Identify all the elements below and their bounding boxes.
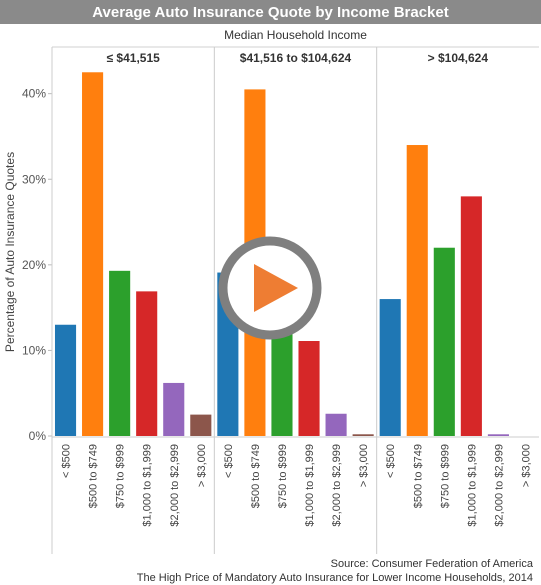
play-icon	[254, 264, 298, 312]
x-tick-label: $750 to $999	[439, 444, 451, 508]
bar	[298, 341, 320, 436]
bar	[163, 382, 185, 436]
y-tick-label: 10%	[22, 343, 46, 357]
x-tick-label: > $3,000	[520, 444, 532, 487]
x-tick-label: > $3,000	[358, 444, 370, 487]
x-tick-label: > $3,000	[196, 444, 208, 487]
source-note: Source: Consumer Federation of America T…	[137, 557, 533, 585]
y-tick-label: 30%	[22, 172, 46, 186]
header-label: Median Household Income	[224, 28, 367, 42]
x-tick-label: < $500	[223, 444, 235, 478]
chart-title: Average Auto Insurance Quote by Income B…	[0, 0, 541, 24]
x-tick-label: < $500	[385, 444, 397, 478]
bar	[406, 145, 428, 436]
source-line-1: Source: Consumer Federation of America	[330, 558, 533, 570]
panel-label: $41,516 to $104,624	[240, 51, 352, 65]
source-line-2: The High Price of Mandatory Auto Insuran…	[136, 572, 533, 584]
bar	[136, 291, 158, 436]
x-tick-label: < $500	[61, 444, 73, 478]
bar	[54, 324, 77, 436]
bar	[487, 434, 509, 436]
x-tick-label: $2,000 to $2,999	[493, 444, 505, 527]
x-tick-label: $1,000 to $1,999	[142, 444, 154, 527]
x-tick-label: $2,000 to $2,999	[169, 444, 181, 527]
bar	[109, 270, 131, 436]
y-axis-label: Percentage of Auto Insurance Quotes	[3, 152, 17, 352]
y-tick-label: 40%	[22, 87, 46, 101]
x-tick-label: $500 to $749	[412, 444, 424, 508]
x-tick-label: $500 to $749	[88, 444, 100, 508]
bar	[325, 413, 347, 436]
x-tick-label: $750 to $999	[115, 444, 127, 508]
x-tick-label: $500 to $749	[250, 444, 262, 508]
bar	[433, 247, 455, 436]
panel-label: > $104,624	[428, 51, 489, 65]
bar	[82, 72, 104, 437]
x-tick-label: $1,000 to $1,999	[466, 444, 478, 527]
chart-canvas: Median Household Income Percentage of Aut…	[3, 28, 539, 554]
panel-label: ≤ $41,515	[107, 51, 161, 65]
bar	[379, 299, 401, 436]
bar	[460, 196, 482, 436]
bar	[352, 434, 374, 436]
x-tick-label: $1,000 to $1,999	[304, 444, 316, 527]
y-tick-label: 20%	[22, 258, 46, 272]
x-tick-label: $750 to $999	[277, 444, 289, 508]
y-tick-label: 0%	[29, 429, 47, 443]
bar	[190, 414, 212, 436]
x-tick-label: $2,000 to $2,999	[331, 444, 343, 527]
